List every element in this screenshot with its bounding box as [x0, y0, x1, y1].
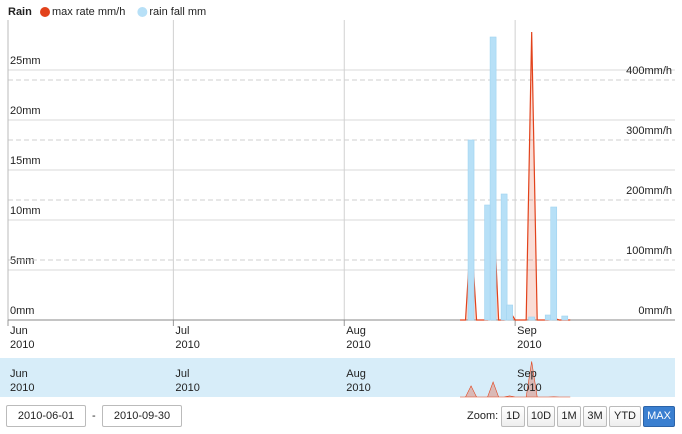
legend-marker	[137, 7, 148, 17]
x-tick-label: Aug 2010	[346, 325, 371, 351]
navigator-label: Aug 2010	[346, 368, 371, 394]
navigator	[0, 358, 675, 397]
y2-tick-label: 400mm/h	[626, 65, 672, 77]
y-tick-label: 10mm	[10, 205, 41, 217]
navigator-label: Sep 2010	[517, 368, 542, 394]
bar	[550, 206, 558, 321]
x-tick-label: Jun 2010	[10, 325, 35, 351]
bar	[544, 314, 552, 321]
y-tick-label: 20mm	[10, 105, 41, 117]
zoom-button[interactable]: 1D	[501, 406, 525, 427]
zoom-button[interactable]: MAX	[643, 406, 675, 427]
bar	[528, 316, 535, 321]
bar	[489, 36, 497, 321]
y2-tick-label: 100mm/h	[626, 245, 672, 257]
y2-tick-label: 200mm/h	[626, 185, 672, 197]
zoom-button[interactable]: 1M	[557, 406, 581, 427]
y2-tick-label: 300mm/h	[626, 125, 672, 137]
bar	[484, 204, 491, 321]
date-separator: -	[92, 410, 96, 422]
zoom-button[interactable]: 10D	[527, 406, 555, 427]
bar	[467, 139, 475, 321]
bar	[506, 304, 513, 321]
y-tick-label: 0mm	[10, 305, 34, 317]
zoom-label: Zoom:	[467, 410, 499, 422]
y-tick-label: 15mm	[10, 155, 41, 167]
y-tick-label: 5mm	[10, 255, 34, 267]
zoom-button[interactable]: YTD	[609, 406, 641, 427]
y-tick-label: 25mm	[10, 55, 41, 67]
date-from[interactable]: 2010-06-01	[6, 405, 86, 427]
navigator-label: Jul 2010	[175, 368, 200, 394]
zoom-button[interactable]: 3M	[583, 406, 607, 427]
bar	[561, 315, 569, 321]
y2-tick-label: 0mm/h	[638, 305, 672, 317]
legend-marker	[40, 7, 50, 17]
legend-label: rain fall mm	[149, 6, 206, 18]
date-to[interactable]: 2010-09-30	[102, 405, 182, 427]
bar	[500, 193, 508, 321]
navigator-area	[460, 361, 571, 398]
legend-title: Rain	[8, 6, 32, 18]
x-tick-label: Jul 2010	[175, 325, 200, 351]
x-tick-label: Sep 2010	[517, 325, 542, 351]
navigator-label: Jun 2010	[10, 368, 35, 394]
legend-label: max rate mm/h	[52, 6, 125, 18]
